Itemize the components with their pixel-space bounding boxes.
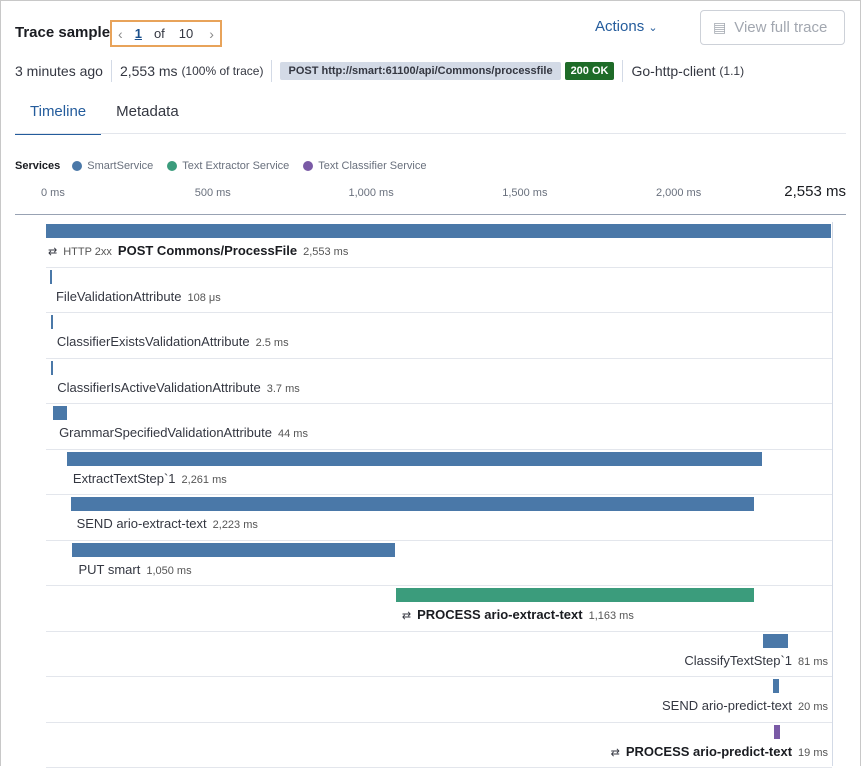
span-row[interactable]: ClassifierExistsValidationAttribute 2.5 m… [46, 313, 832, 359]
percent-of-trace: (100% of trace) [181, 64, 263, 78]
span-label: ClassifierExistsValidationAttribute 2.5 m… [57, 334, 289, 349]
span-label: FileValidationAttribute 108 μs [56, 289, 221, 304]
legend-item: SmartService [72, 160, 153, 172]
span-row[interactable]: SEND ario-extract-text 2,223 ms [46, 495, 832, 541]
axis-tick-label: 0 ms [41, 187, 65, 199]
chevron-right-icon[interactable]: › [203, 26, 220, 42]
span-duration: 3.7 ms [267, 383, 300, 395]
span-bar[interactable] [51, 361, 53, 375]
request-badge: POST http://smart:61100/api/Commons/proc… [280, 62, 560, 80]
span-row[interactable]: FileValidationAttribute 108 μs [46, 268, 832, 314]
span-row[interactable]: GrammarSpecifiedValidationAttribute 44 ms [46, 404, 832, 450]
span-duration: 2,553 ms [303, 246, 348, 258]
document-icon: ▤ [713, 19, 726, 36]
actions-label: Actions [595, 18, 644, 35]
span-duration: 2,223 ms [213, 519, 258, 531]
span-name: FileValidationAttribute [56, 289, 182, 304]
legend-item: Text Extractor Service [167, 160, 289, 172]
tab-timeline[interactable]: Timeline [15, 100, 101, 135]
span-name: ClassifyTextStep`1 [684, 653, 792, 668]
span-name: GrammarSpecifiedValidationAttribute [59, 425, 272, 440]
span-duration: 1,050 ms [146, 565, 191, 577]
span-name: PROCESS ario-predict-text [626, 744, 792, 759]
span-name: SEND ario-predict-text [662, 698, 792, 713]
span-bar[interactable] [72, 543, 395, 557]
span-row[interactable]: SEND ario-predict-text 20 ms [46, 677, 832, 723]
span-name: ExtractTextStep`1 [73, 471, 176, 486]
span-bar[interactable] [773, 679, 779, 693]
span-duration: 2.5 ms [256, 337, 289, 349]
span-row[interactable]: ExtractTextStep`1 2,261 ms [46, 450, 832, 496]
axis-end-label: 2,553 ms [784, 183, 846, 200]
trace-sample-title: Trace sample [15, 24, 110, 41]
tabs: Timeline Metadata [15, 100, 194, 135]
status-badge: 200 OK [565, 62, 615, 80]
span-name: ClassifierExistsValidationAttribute [57, 334, 250, 349]
span-row[interactable]: ⇄ HTTP 2xx POST Commons/ProcessFile 2,553 m… [46, 222, 832, 268]
axis-tick-label: 1,500 ms [502, 187, 547, 199]
span-name: ClassifierIsActiveValidationAttribute [57, 380, 261, 395]
tab-metadata[interactable]: Metadata [101, 100, 194, 135]
span-row[interactable]: PUT smart 1,050 ms [46, 541, 832, 587]
legend-label: Services [15, 160, 60, 172]
view-full-trace-label: View full trace [734, 19, 827, 36]
view-full-trace-button[interactable]: ▤ View full trace [700, 10, 845, 45]
span-duration: 81 ms [798, 656, 828, 668]
span-row[interactable]: ⇄ PROCESS ario-extract-text 1,163 ms [46, 586, 832, 632]
span-label: ⇄ PROCESS ario-extract-text 1,163 ms [402, 607, 634, 622]
total-pages: 10 [179, 26, 193, 41]
span-row[interactable]: ClassifierIsActiveValidationAttribute 3.7… [46, 359, 832, 405]
span-bar[interactable] [396, 588, 754, 602]
axis-tick-label: 1,000 ms [348, 187, 393, 199]
span-row[interactable]: ClassifyTextStep`1 81 ms [46, 632, 832, 678]
trace-pager: ‹ 1 of 10 › [110, 20, 222, 47]
span-label: ExtractTextStep`1 2,261 ms [73, 471, 227, 486]
span-name: PUT smart [78, 562, 140, 577]
span-row[interactable]: ⇄ PROCESS ario-predict-text 19 ms [46, 723, 832, 768]
of-label: of [154, 26, 165, 41]
span-name: SEND ario-extract-text [77, 516, 207, 531]
span-http-status: HTTP 2xx [63, 246, 112, 258]
span-name: PROCESS ario-extract-text [417, 607, 582, 622]
span-label: ⇄ PROCESS ario-predict-text 19 ms [611, 744, 828, 759]
chevron-left-icon[interactable]: ‹ [112, 26, 129, 42]
exit-span-icon: ⇄ [611, 746, 620, 759]
span-bar[interactable] [763, 634, 788, 648]
exit-span-icon: ⇄ [402, 609, 411, 622]
span-label: PUT smart 1,050 ms [78, 562, 191, 577]
span-duration: 2,261 ms [182, 474, 227, 486]
legend-item: Text Classifier Service [303, 160, 426, 172]
span-bar[interactable] [50, 270, 52, 284]
axis-tick-label: 500 ms [195, 187, 231, 199]
age: 3 minutes ago [15, 63, 103, 79]
span-bar[interactable] [71, 497, 755, 511]
span-duration: 19 ms [798, 747, 828, 759]
user-agent-version: (1.1) [719, 64, 744, 78]
actions-button[interactable]: Actions ⌄ [595, 18, 658, 35]
current-page[interactable]: 1 [135, 26, 142, 41]
exit-span-icon: ⇄ [48, 245, 57, 258]
span-bar[interactable] [53, 406, 67, 420]
trace-meta: 3 minutes ago 2,553 ms (100% of trace) P… [15, 61, 744, 81]
span-label: ⇄ HTTP 2xx POST Commons/ProcessFile 2,553 m… [48, 243, 348, 258]
span-bar[interactable] [51, 315, 53, 329]
duration: 2,553 ms [120, 63, 178, 79]
span-name: POST Commons/ProcessFile [118, 243, 297, 258]
services-legend: Services SmartService Text Extractor Ser… [15, 160, 434, 172]
chevron-down-icon: ⌄ [648, 22, 657, 34]
span-duration: 108 μs [187, 292, 220, 304]
span-duration: 20 ms [798, 701, 828, 713]
user-agent: Go-http-client [631, 63, 715, 79]
span-label: SEND ario-extract-text 2,223 ms [77, 516, 258, 531]
span-label: GrammarSpecifiedValidationAttribute 44 ms [59, 425, 308, 440]
span-label: SEND ario-predict-text 20 ms [662, 698, 828, 713]
span-bar[interactable] [67, 452, 762, 466]
span-duration: 44 ms [278, 428, 308, 440]
span-bar[interactable] [46, 224, 831, 238]
span-duration: 1,163 ms [589, 610, 634, 622]
span-bar[interactable] [774, 725, 780, 739]
span-label: ClassifierIsActiveValidationAttribute 3.7… [57, 380, 300, 395]
span-label: ClassifyTextStep`1 81 ms [684, 653, 828, 668]
axis-tick-label: 2,000 ms [656, 187, 701, 199]
